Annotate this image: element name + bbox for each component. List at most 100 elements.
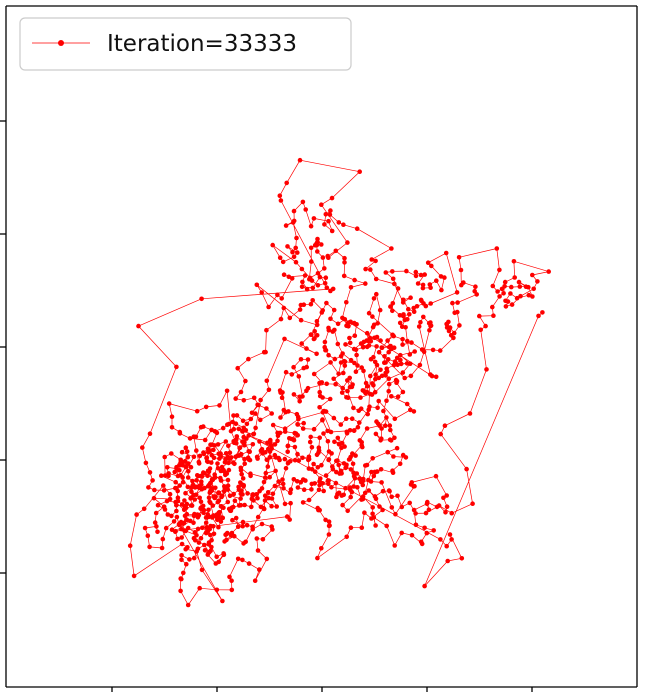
tour-point: [343, 485, 348, 491]
tour-point: [185, 475, 191, 480]
tour-point: [326, 352, 331, 358]
tour-point: [175, 536, 180, 542]
tour-point: [257, 439, 262, 444]
tour-point: [295, 422, 300, 427]
tour-point: [255, 495, 260, 501]
tour-point: [249, 496, 255, 502]
tour-point: [397, 461, 403, 467]
tour-point: [269, 411, 275, 416]
tour-point: [152, 487, 157, 493]
tour-point: [261, 479, 267, 485]
tour-point: [200, 525, 205, 531]
tour-point: [240, 439, 245, 445]
tour-point: [278, 198, 284, 203]
tour-point: [478, 327, 484, 333]
tour-point: [494, 246, 500, 251]
tour-point: [202, 548, 208, 553]
tour-point: [325, 439, 331, 444]
tour-point: [331, 376, 337, 382]
tour-point: [173, 479, 178, 485]
tour-point: [147, 431, 153, 437]
tour-point: [289, 276, 295, 281]
tour-point: [187, 557, 192, 562]
tour-point: [315, 236, 320, 242]
tour-point: [205, 513, 211, 519]
tour-point: [319, 242, 324, 247]
tour-point: [311, 426, 317, 432]
tour-point: [211, 524, 216, 529]
tour-point: [429, 263, 434, 269]
tour-point: [425, 260, 431, 266]
tour-point: [249, 504, 254, 510]
tour-point: [293, 259, 299, 265]
tour-point: [437, 348, 443, 353]
tour-point: [254, 536, 260, 541]
tour-point: [304, 388, 309, 394]
tour-point: [235, 556, 241, 562]
tour-point: [434, 278, 439, 284]
tour-point: [309, 278, 315, 283]
tour-point: [409, 532, 415, 538]
tour-point: [360, 478, 366, 484]
tour-point: [315, 271, 321, 276]
tour-point: [390, 332, 395, 338]
tour-point: [217, 456, 222, 461]
tour-point: [301, 365, 307, 371]
tour-point: [324, 381, 330, 387]
tour-point: [516, 279, 522, 285]
tour-point: [181, 507, 187, 513]
tour-point: [199, 506, 205, 512]
tour-point: [484, 367, 489, 372]
tour-point: [341, 222, 346, 227]
tour-point: [423, 510, 429, 516]
tour-point: [264, 406, 269, 411]
tour-point: [258, 417, 263, 423]
tour-point: [215, 461, 220, 466]
tour-point: [179, 520, 184, 526]
tour-point: [417, 362, 423, 368]
tour-point: [238, 465, 244, 471]
tour-point: [220, 493, 225, 499]
tour-point: [189, 495, 194, 500]
tour-point: [386, 488, 392, 493]
tour-point: [292, 430, 298, 436]
tour-point: [433, 473, 439, 479]
tour-point: [348, 525, 354, 530]
tour-point: [508, 291, 513, 296]
tour-point: [317, 389, 323, 395]
tour-point: [355, 424, 361, 430]
tour-point: [461, 280, 466, 285]
tour-point: [240, 523, 245, 529]
tour-point: [378, 467, 384, 472]
tour-point: [334, 458, 339, 464]
legend-box: [19, 17, 352, 71]
tour-point: [342, 359, 348, 364]
tour-point: [297, 157, 303, 163]
tour-point: [428, 301, 434, 306]
tour-point: [309, 487, 314, 492]
tour-point: [445, 558, 451, 564]
tour-point: [348, 494, 354, 500]
tour-point: [312, 329, 318, 334]
tour-points: [127, 157, 551, 608]
tour-point: [231, 460, 236, 465]
tour-point: [174, 466, 179, 471]
tour-point: [216, 451, 221, 457]
tour-point: [182, 513, 188, 519]
tour-point: [296, 416, 301, 422]
tour-point: [403, 325, 408, 330]
tour-point: [366, 343, 372, 348]
tour-point: [211, 447, 216, 453]
tour-point: [238, 496, 243, 501]
tour-point: [413, 522, 419, 528]
tour-point: [353, 453, 358, 458]
tour-point: [225, 483, 231, 489]
tour-point: [366, 488, 372, 493]
tour-point: [322, 222, 327, 227]
tour-point: [240, 557, 245, 563]
tour-point: [373, 523, 378, 528]
tour-point: [292, 457, 298, 463]
tour-point: [444, 493, 450, 498]
tour-point: [370, 505, 376, 510]
tour-point: [184, 561, 189, 567]
